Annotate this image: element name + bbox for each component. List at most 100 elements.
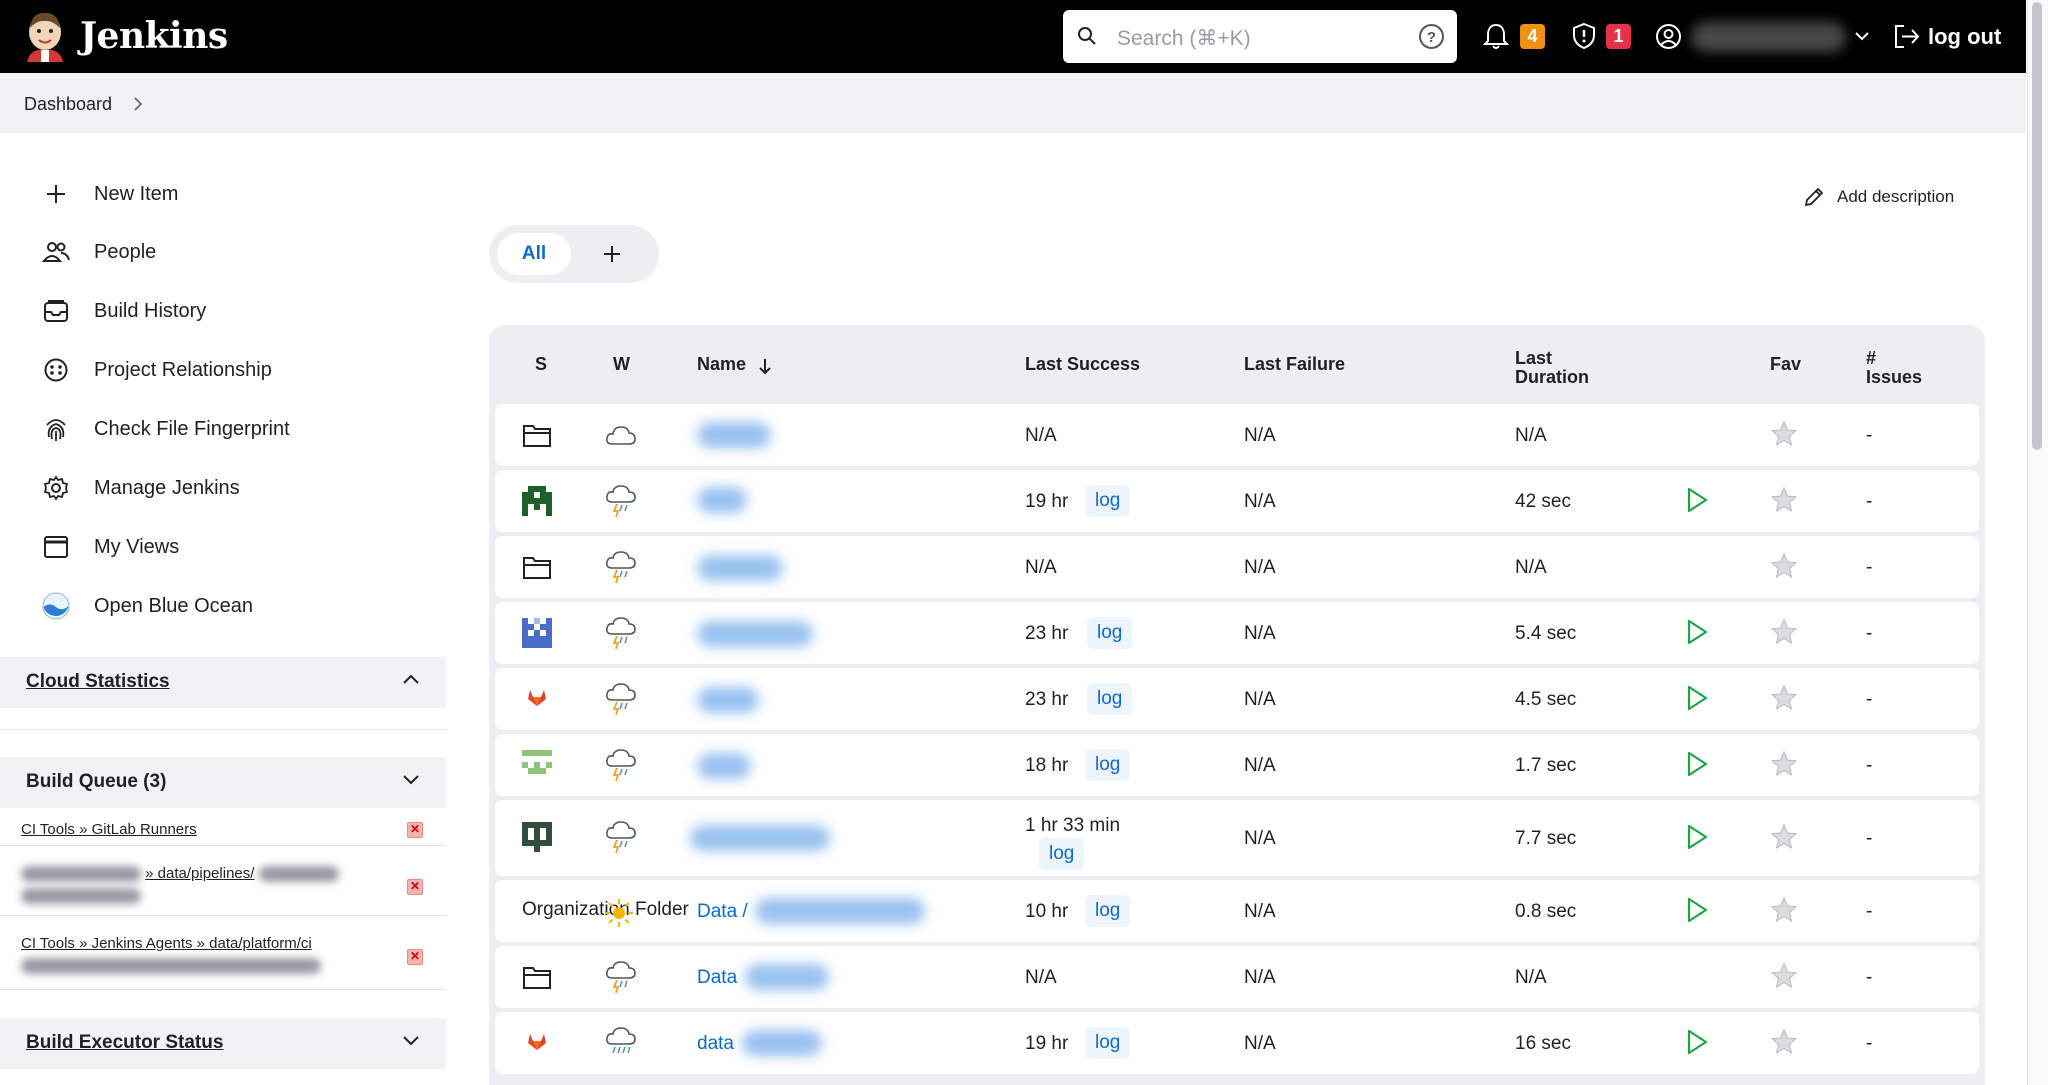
star-icon[interactable] <box>1770 420 1798 448</box>
queue-item[interactable]: CI Tools » Jenkins Agents » data/platfor… <box>21 933 401 977</box>
sidebar-item-my-views[interactable]: My Views <box>40 529 179 565</box>
sort-arrow-down-icon[interactable] <box>758 357 772 375</box>
breadcrumb: Dashboard <box>0 73 2026 133</box>
add-view-icon[interactable] <box>599 241 625 267</box>
play-icon[interactable] <box>1685 896 1709 924</box>
sidebar-item-manage-jenkins[interactable]: Manage Jenkins <box>40 470 240 506</box>
sidebar-item-project-relationship[interactable]: Project Relationship <box>40 352 272 388</box>
sidebar-item-check-file-fingerprint[interactable]: Check File Fingerprint <box>40 411 290 447</box>
star-icon[interactable] <box>1770 486 1798 514</box>
sidebar-item-new-item[interactable]: New Item <box>40 176 178 212</box>
sidebar-item-open-blue-ocean[interactable]: Open Blue Ocean <box>40 588 253 624</box>
add-description-button[interactable]: Add description <box>1803 186 1954 208</box>
storm-icon <box>606 749 636 782</box>
log-link[interactable]: log <box>1085 895 1131 927</box>
gitlab-icon <box>528 1034 546 1050</box>
build-queue-pane[interactable]: Build Queue (3) <box>0 757 446 808</box>
job-name-link[interactable] <box>697 621 813 647</box>
pane-title[interactable]: Build Executor Status <box>26 1032 224 1053</box>
column-header-last-success[interactable]: Last Success <box>1025 354 1141 374</box>
job-name-link[interactable] <box>697 687 759 713</box>
job-name-link[interactable] <box>697 487 747 513</box>
column-header-weather[interactable]: W <box>613 354 630 374</box>
star-icon[interactable] <box>1770 823 1798 851</box>
scrollbar-thumb[interactable] <box>2032 2 2042 450</box>
notifications-badge[interactable]: 4 <box>1520 24 1545 49</box>
queue-item-link[interactable]: CI Tools » Jenkins Agents » data/platfor… <box>21 935 312 952</box>
queue-item-link[interactable]: » data/pipelines/ <box>145 865 255 882</box>
cancel-icon[interactable] <box>407 879 423 895</box>
play-icon[interactable] <box>1685 750 1709 778</box>
pixel-avatar-lightgreen-icon <box>522 750 552 774</box>
job-name-link[interactable] <box>697 422 771 448</box>
star-icon[interactable] <box>1770 1028 1798 1056</box>
queue-item[interactable]: » data/pipelines/ <box>21 863 401 907</box>
log-link[interactable]: log <box>1039 838 1085 870</box>
column-header-fav[interactable]: Fav <box>1770 354 1802 374</box>
chevron-down-icon[interactable] <box>1854 30 1870 42</box>
cancel-icon[interactable] <box>407 949 423 965</box>
column-header-name[interactable]: Name <box>697 354 747 374</box>
bell-icon[interactable] <box>1483 22 1509 50</box>
log-link[interactable]: log <box>1085 749 1131 781</box>
chevron-down-icon[interactable] <box>402 1034 420 1046</box>
cloud-statistics-pane[interactable]: Cloud Statistics <box>0 657 446 708</box>
log-link[interactable]: log <box>1087 617 1133 649</box>
queue-item[interactable]: CI Tools » GitLab Runners <box>21 819 401 841</box>
play-icon[interactable] <box>1685 618 1709 646</box>
job-name-link[interactable] <box>697 753 751 779</box>
star-icon[interactable] <box>1770 618 1798 646</box>
shield-icon[interactable] <box>1571 22 1597 50</box>
star-icon[interactable] <box>1770 684 1798 712</box>
log-link[interactable]: log <box>1087 683 1133 715</box>
chevron-down-icon[interactable] <box>402 773 420 785</box>
last-duration: 4.5 sec <box>1515 689 1577 710</box>
column-header-issues[interactable]: # Issues <box>1866 348 1923 387</box>
last-duration: 16 sec <box>1515 1033 1571 1054</box>
sidebar-item-label: Project Relationship <box>94 358 272 381</box>
jenkins-home-link[interactable]: Jenkins <box>22 10 228 62</box>
column-header-status[interactable]: S <box>535 354 548 374</box>
breadcrumb-dashboard[interactable]: Dashboard <box>24 94 113 114</box>
build-executor-status-pane[interactable]: Build Executor Status <box>0 1018 446 1069</box>
play-icon[interactable] <box>1685 1028 1709 1056</box>
user-name[interactable] <box>1691 22 1846 52</box>
pane-title[interactable]: Cloud Statistics <box>26 671 170 692</box>
star-icon[interactable] <box>1770 750 1798 778</box>
play-icon[interactable] <box>1685 486 1709 514</box>
job-name-link[interactable] <box>697 555 783 581</box>
log-link[interactable]: log <box>1085 1027 1131 1059</box>
queue-item-link[interactable]: CI Tools » GitLab Runners <box>21 821 197 838</box>
play-icon[interactable] <box>1685 684 1709 712</box>
job-name-link[interactable]: Data <box>697 967 738 988</box>
log-link[interactable]: log <box>1085 485 1131 517</box>
help-icon[interactable]: ? <box>1418 23 1445 50</box>
job-name-link[interactable] <box>690 825 830 851</box>
last-duration: N/A <box>1515 967 1547 988</box>
column-header-last-duration[interactable]: Last Duration <box>1515 348 1589 387</box>
sidebar-item-build-history[interactable]: Build History <box>40 293 206 329</box>
job-name-link[interactable]: Data / <box>697 901 748 922</box>
user-avatar-icon[interactable] <box>1655 23 1682 50</box>
logout-link[interactable]: log out <box>1928 24 2002 49</box>
sidebar-item-people[interactable]: People <box>40 234 156 270</box>
chevron-up-icon[interactable] <box>402 673 420 685</box>
search-input[interactable]: Search (⌘+K) ? <box>1063 10 1457 63</box>
star-icon[interactable] <box>1770 962 1798 990</box>
job-name-link[interactable]: data <box>697 1033 734 1054</box>
security-badge[interactable]: 1 <box>1606 24 1631 49</box>
logout-icon[interactable] <box>1893 23 1921 50</box>
build-history-icon <box>40 295 72 327</box>
divider <box>0 729 446 730</box>
star-icon[interactable] <box>1770 896 1798 924</box>
issues-count: - <box>1866 755 1873 776</box>
cancel-icon[interactable] <box>407 822 423 838</box>
folder-icon <box>523 557 551 579</box>
sidebar-item-label: Open Blue Ocean <box>94 594 253 617</box>
star-icon[interactable] <box>1770 552 1798 580</box>
issues-count: - <box>1866 901 1873 922</box>
tab-all[interactable]: All <box>497 233 571 275</box>
chevron-right-icon[interactable] <box>133 96 143 112</box>
column-header-last-failure[interactable]: Last Failure <box>1244 354 1346 374</box>
play-icon[interactable] <box>1685 823 1709 851</box>
